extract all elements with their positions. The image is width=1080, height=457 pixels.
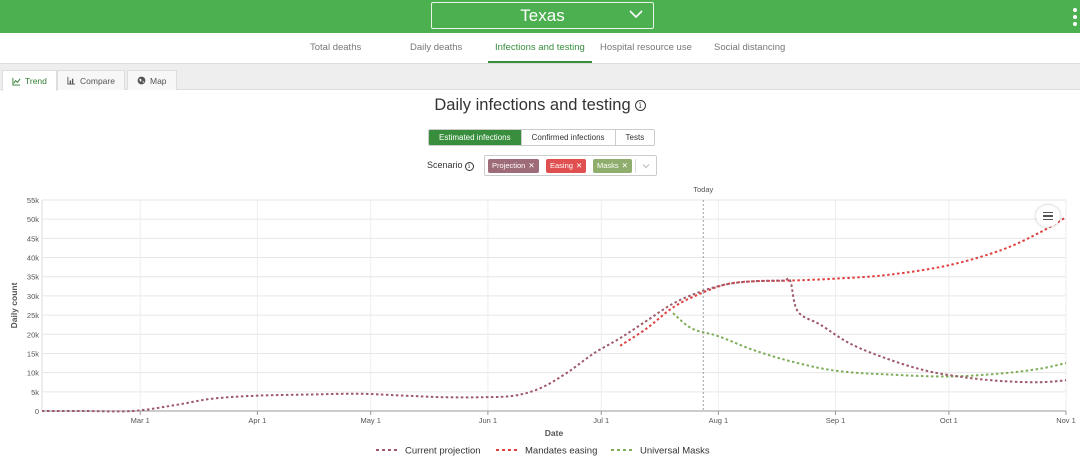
bar-chart-icon <box>67 76 76 85</box>
chevron-down-icon[interactable] <box>641 161 651 171</box>
remove-icon[interactable]: ✕ <box>528 161 535 170</box>
series-line-universal-masks <box>672 312 1067 378</box>
x-tick-label: Apr 1 <box>248 416 266 425</box>
measure-toggle: Estimated infections Confirmed infection… <box>428 129 656 146</box>
scenario-chip-easing: Easing ✕ <box>546 159 587 173</box>
chart-menu-button[interactable] <box>1036 205 1060 227</box>
tab-daily-deaths[interactable]: Daily deaths <box>410 42 463 53</box>
y-tick-label: 20k <box>27 330 39 339</box>
legend-label: Current projection <box>405 446 481 457</box>
y-tick-label: 40k <box>27 254 39 263</box>
state-selector[interactable]: Texas <box>431 2 654 29</box>
y-tick-label: 50k <box>27 215 39 224</box>
state-selector-value: Texas <box>520 5 565 25</box>
x-tick-label: Aug 1 <box>709 416 729 425</box>
scenario-chip-label: Projection <box>492 161 526 170</box>
scenario-select[interactable]: Projection ✕ Easing ✕ Masks ✕ <box>484 155 657 176</box>
grid <box>41 199 1067 415</box>
scenario-label-text: Scenario <box>427 160 463 170</box>
y-tick-label: 55k <box>27 196 39 205</box>
top-bar: Texas <box>0 0 1080 33</box>
tab-trend-label: Trend <box>25 76 47 86</box>
remove-icon[interactable]: ✕ <box>621 161 628 170</box>
tab-total-deaths[interactable]: Total deaths <box>310 42 362 53</box>
y-tick-label: 0 <box>35 407 39 416</box>
divider <box>635 159 636 173</box>
tab-trend[interactable]: Trend <box>2 70 57 91</box>
scenario-label: Scenario i <box>427 160 474 171</box>
chevron-down-icon <box>629 10 643 19</box>
globe-icon <box>137 76 146 85</box>
tab-map[interactable]: Map <box>127 70 177 90</box>
y-tick-label: 30k <box>27 292 39 301</box>
y-tick-label: 10k <box>27 369 39 378</box>
estimated-infections-button[interactable]: Estimated infections <box>429 130 521 145</box>
infections-chart: 0 5k 10k 15k 20k 25k 30k 35k 40k 45k 50k 55k Daily c… <box>9 185 1076 457</box>
y-tick-label: 15k <box>27 349 39 358</box>
x-tick-label: Nov 1 <box>1056 416 1076 425</box>
x-axis-title: Date <box>545 428 564 438</box>
tab-social-distancing[interactable]: Social distancing <box>714 42 786 53</box>
series-line-mandates-easing <box>619 216 1067 347</box>
x-tick-label: Jun 1 <box>479 416 497 425</box>
y-tick-label: 5k <box>31 388 39 397</box>
series-lines <box>42 216 1067 413</box>
x-tick-label: Mar 1 <box>131 416 150 425</box>
scenario-chip-projection: Projection ✕ <box>488 159 539 173</box>
tab-compare[interactable]: Compare <box>57 70 125 90</box>
tab-map-label: Map <box>150 75 167 86</box>
scenario-chip-label: Masks <box>597 161 619 170</box>
x-tick-label: Sep 1 <box>826 416 846 425</box>
y-tick-label: 35k <box>27 273 39 282</box>
tab-infections-and-testing[interactable]: Infections and testing <box>495 42 585 53</box>
scenario-chip-masks: Masks ✕ <box>593 159 632 173</box>
y-tick-label: 45k <box>27 234 39 243</box>
page-title: Daily infections and testing i <box>0 96 1080 115</box>
tab-compare-label: Compare <box>80 75 115 86</box>
x-axis: Mar 1 Apr 1 May 1 Jun 1 Jul 1 Aug 1 Sep 1 Oct 1… <box>131 185 1076 438</box>
tab-hospital-resource-use[interactable]: Hospital resource use <box>600 42 692 53</box>
legend: Current projection Mandates easing Univers… <box>376 446 710 457</box>
y-axis: 0 5k 10k 15k 20k 25k 30k 35k 40k 45k 50k 55k Daily c… <box>9 196 39 416</box>
scenario-chip-label: Easing <box>550 161 573 170</box>
page-title-text: Daily infections and testing <box>434 96 631 114</box>
today-label: Today <box>693 185 713 194</box>
x-tick-label: Oct 1 <box>940 416 958 425</box>
metric-tabs: Total deaths Daily deaths Infections and… <box>0 33 1080 64</box>
y-axis-title: Daily count <box>9 282 19 328</box>
tests-button[interactable]: Tests <box>614 130 655 145</box>
y-tick-label: 25k <box>27 311 39 320</box>
legend-label: Universal Masks <box>640 446 710 457</box>
legend-label: Mandates easing <box>525 446 597 457</box>
info-icon[interactable]: i <box>634 100 646 111</box>
info-icon[interactable]: i <box>464 162 474 171</box>
x-tick-label: May 1 <box>361 416 381 425</box>
more-options-icon[interactable] <box>1072 8 1078 26</box>
series-line-current-projection <box>42 277 1067 413</box>
remove-icon[interactable]: ✕ <box>575 161 583 170</box>
x-tick-label: Jul 1 <box>593 416 609 425</box>
active-tab-indicator <box>488 61 592 63</box>
confirmed-infections-button[interactable]: Confirmed infections <box>520 130 615 145</box>
view-tabs: Trend Compare Map <box>0 64 1080 91</box>
trend-icon <box>12 77 21 86</box>
